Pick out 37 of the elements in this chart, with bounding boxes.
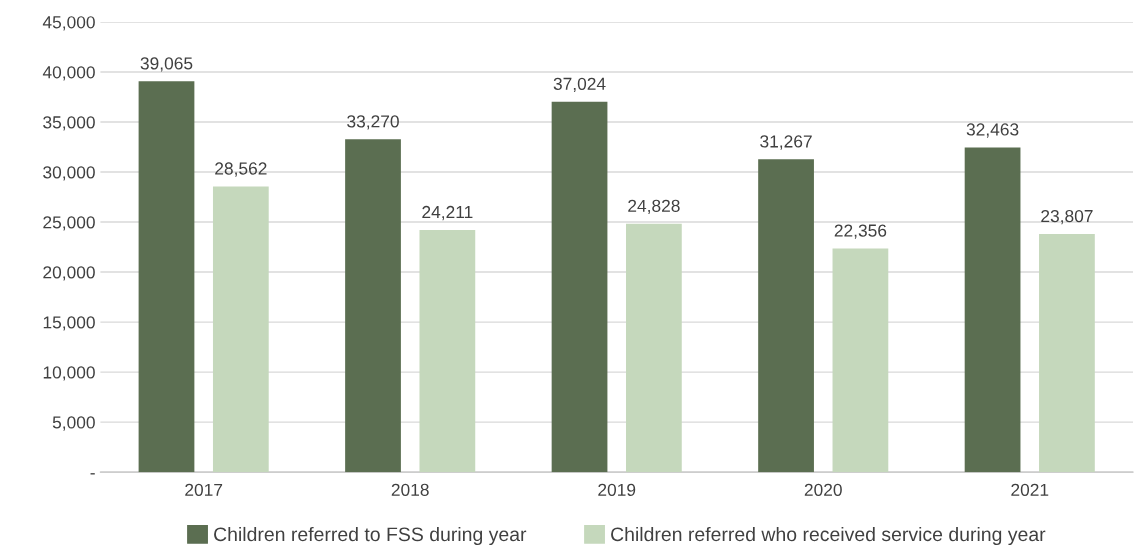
bar <box>964 147 1021 473</box>
y-tick-label: 25,000 <box>43 216 95 231</box>
data-label: 31,267 <box>760 135 812 150</box>
x-tick-label: 2017 <box>185 483 223 496</box>
y-tick-label: - <box>90 473 95 475</box>
y-tick-label: 20,000 <box>43 266 95 281</box>
data-label: 23,807 <box>1041 209 1093 225</box>
bar <box>345 139 401 473</box>
bar <box>138 81 195 473</box>
legend-label: Children referred to FSS during year <box>214 526 527 546</box>
bar <box>419 229 476 473</box>
data-label: 24,211 <box>422 205 473 221</box>
data-label: 22,356 <box>834 224 887 239</box>
legend-label: Children referred who received service during year <box>611 526 1046 546</box>
y-tick-label: 5,000 <box>52 416 95 431</box>
y-tick-label: 15,000 <box>43 316 95 331</box>
bar <box>212 186 269 473</box>
y-tick-label: 30,000 <box>43 166 95 181</box>
data-label: 37,024 <box>553 77 606 93</box>
bar <box>551 101 608 473</box>
y-tick-label: 40,000 <box>42 66 95 81</box>
bar <box>1039 233 1095 473</box>
bar <box>832 248 889 473</box>
y-tick-label: 10,000 <box>43 366 95 381</box>
x-tick-label: 2018 <box>391 483 429 496</box>
x-tick-label: 2021 <box>1011 483 1049 496</box>
data-label: 24,828 <box>628 199 680 215</box>
data-label: 39,065 <box>140 57 193 72</box>
data-label: 33,270 <box>347 115 399 130</box>
data-label: 32,463 <box>966 123 1019 138</box>
y-tick-label: 45,000 <box>42 16 95 31</box>
x-tick-label: 2019 <box>598 483 636 496</box>
x-tick-label: 2020 <box>804 483 842 496</box>
bar <box>626 223 682 473</box>
y-tick-label: 35,000 <box>43 116 95 131</box>
data-label: 28,562 <box>215 162 267 177</box>
bar <box>758 159 814 473</box>
